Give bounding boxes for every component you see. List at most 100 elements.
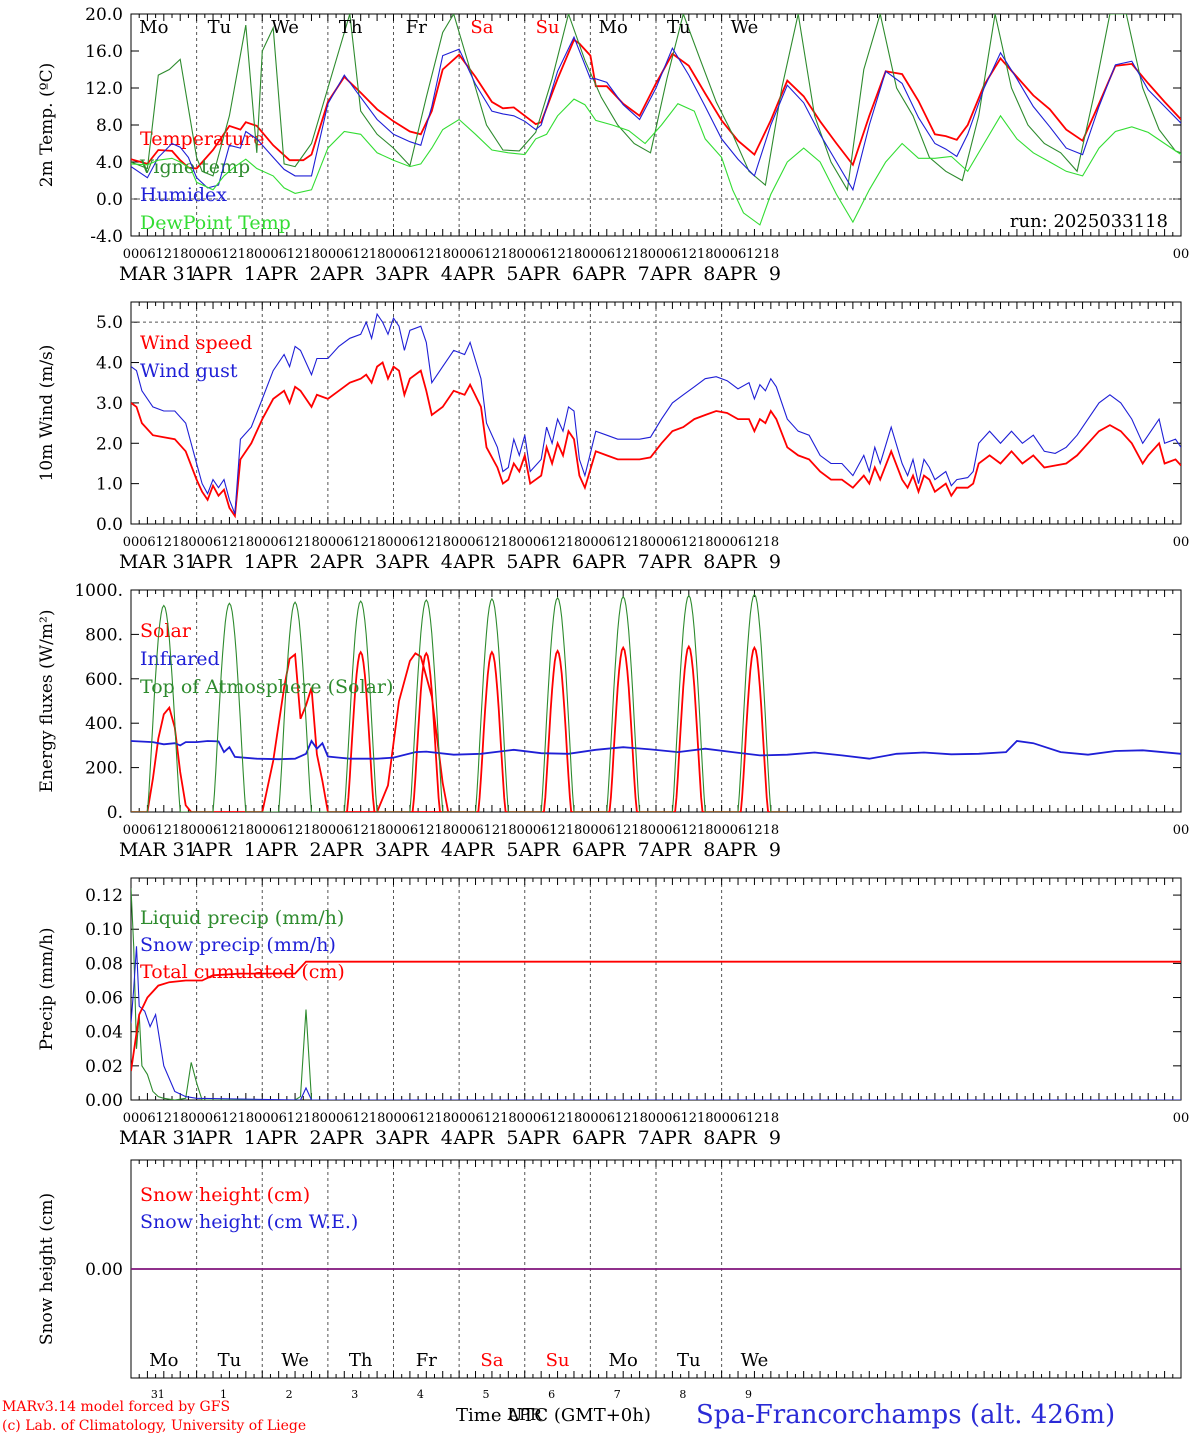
hour-tick-label: 18 — [697, 823, 714, 838]
series-line-energy-2 — [131, 593, 788, 812]
hour-tick-label: 00 — [1173, 535, 1190, 550]
hour-tick-label: 00 — [516, 823, 533, 838]
date-label: MAR 31 — [119, 839, 197, 861]
legend-entry: DewPoint Temp — [140, 212, 291, 234]
date-label: APR 2 — [256, 263, 322, 285]
hour-tick-label: 12 — [221, 535, 238, 550]
series-line-wind-0 — [131, 361, 1181, 519]
hour-tick-label: 06 — [730, 1111, 747, 1126]
y-tick-label: 0.04 — [85, 1023, 123, 1043]
date-label: MAR 31 — [119, 263, 197, 285]
hour-tick-label: 18 — [763, 535, 780, 550]
hour-tick-label: 06 — [402, 1111, 419, 1126]
hour-tick-label: 12 — [352, 247, 369, 262]
day-name: Su — [536, 17, 560, 38]
hour-tick-label: 12 — [615, 1111, 632, 1126]
hour-tick-label: 18 — [500, 823, 517, 838]
date-label: APR 7 — [584, 1127, 650, 1149]
hour-tick-label: 06 — [599, 823, 616, 838]
y-tick-label: 400. — [85, 714, 123, 734]
date-label: APR 6 — [518, 551, 584, 573]
legend-entry: Total cumulated (cm) — [140, 961, 345, 983]
hour-tick-label: 00 — [385, 247, 402, 262]
hour-tick-label: 06 — [139, 535, 156, 550]
hour-tick-label: 06 — [599, 1111, 616, 1126]
legend-entry: Infrared — [140, 648, 220, 670]
hour-tick-label: 06 — [402, 823, 419, 838]
hour-tick-label: 12 — [418, 1111, 435, 1126]
date-label: APR 8 — [649, 839, 715, 861]
legend-entry: Snow height (cm) — [140, 1184, 310, 1206]
hour-tick-label: 12 — [746, 535, 763, 550]
panel-wind: 0.0 1.0 2.0 3.0 4.0 5.0 10m Wind (m/s) Wind spe… — [37, 301, 1190, 573]
date-label: APR 7 — [584, 839, 650, 861]
hour-tick-label: 00 — [123, 535, 140, 550]
date-label: APR 9 — [715, 263, 781, 285]
hour-tick-label: 12 — [418, 247, 435, 262]
hour-tick-label: 06 — [402, 535, 419, 550]
date-label: MAR 31 — [119, 551, 197, 573]
hour-tick-label: 06 — [664, 1111, 681, 1126]
credit-line-lab: (c) Lab. of Climatology, University of L… — [2, 1418, 307, 1434]
hour-tick-label: 12 — [615, 247, 632, 262]
hour-tick-label: 18 — [500, 247, 517, 262]
y-tick-label: 0.02 — [85, 1057, 123, 1077]
hour-tick-label: 18 — [369, 247, 386, 262]
date-label: APR 8 — [649, 263, 715, 285]
model-credits: MARv3.14 model forced by GFS (c) Lab. of… — [2, 1398, 306, 1436]
date-label: APR 5 — [452, 263, 518, 285]
hour-tick-label: 00 — [188, 247, 205, 262]
bottom-day-number: 6 — [548, 1388, 555, 1401]
hour-tick-label: 12 — [681, 823, 698, 838]
hour-tick-label: 06 — [533, 823, 550, 838]
day-name: Mo — [599, 17, 628, 38]
hour-tick-label: 00 — [188, 535, 205, 550]
y-tick-label: 200. — [85, 759, 123, 779]
day-name: Mo — [139, 17, 168, 38]
hour-tick-label: 00 — [648, 535, 665, 550]
legend-entry: Vigne temp — [139, 156, 250, 178]
hour-tick-label: 18 — [303, 535, 320, 550]
series-line-energy-1 — [131, 739, 1181, 761]
hour-tick-label: 18 — [631, 823, 648, 838]
hour-tick-label: 12 — [287, 535, 304, 550]
hour-tick-label: 00 — [713, 823, 730, 838]
hour-tick-label: 00 — [123, 823, 140, 838]
day-name: Su — [546, 1350, 570, 1371]
series-line-temperature-2 — [131, 35, 1181, 192]
hour-tick-label: 12 — [549, 1111, 566, 1126]
date-label: APR 3 — [321, 551, 387, 573]
date-label: APR 1 — [190, 551, 256, 573]
hour-tick-label: 18 — [434, 535, 451, 550]
hour-tick-label: 00 — [1173, 823, 1190, 838]
date-label: APR 6 — [518, 263, 584, 285]
hour-tick-label: 18 — [631, 1111, 648, 1126]
hour-tick-label: 00 — [188, 823, 205, 838]
hour-tick-label: 18 — [631, 247, 648, 262]
y-tick-label: 20.0 — [85, 5, 123, 25]
hour-tick-label: 00 — [123, 1111, 140, 1126]
day-name: Th — [339, 17, 363, 38]
bottom-day-number: 8 — [679, 1388, 686, 1401]
date-label: APR 9 — [715, 1127, 781, 1149]
day-name: Tu — [208, 17, 232, 38]
legend-entry: Humidex — [140, 184, 227, 206]
hour-tick-label: 12 — [615, 823, 632, 838]
hour-tick-label: 12 — [418, 535, 435, 550]
hour-tick-label: 00 — [188, 1111, 205, 1126]
hour-tick-label: 12 — [352, 823, 369, 838]
bottom-day-number: 5 — [482, 1388, 489, 1401]
date-label: APR 9 — [715, 551, 781, 573]
hour-tick-label: 18 — [369, 823, 386, 838]
date-label: APR 3 — [321, 839, 387, 861]
hour-tick-label: 00 — [123, 247, 140, 262]
date-label: APR 7 — [584, 263, 650, 285]
hour-tick-label: 00 — [254, 535, 271, 550]
y-tick-label: 3.0 — [96, 394, 123, 414]
hour-tick-label: 00 — [582, 247, 599, 262]
hour-tick-label: 00 — [451, 823, 468, 838]
y-tick-label: 2.0 — [96, 434, 123, 454]
panel-temperature: -4.00.04.08.012.016.020.02m Temp. (ºC) Te… — [37, 5, 1189, 285]
day-name: We — [271, 17, 299, 38]
